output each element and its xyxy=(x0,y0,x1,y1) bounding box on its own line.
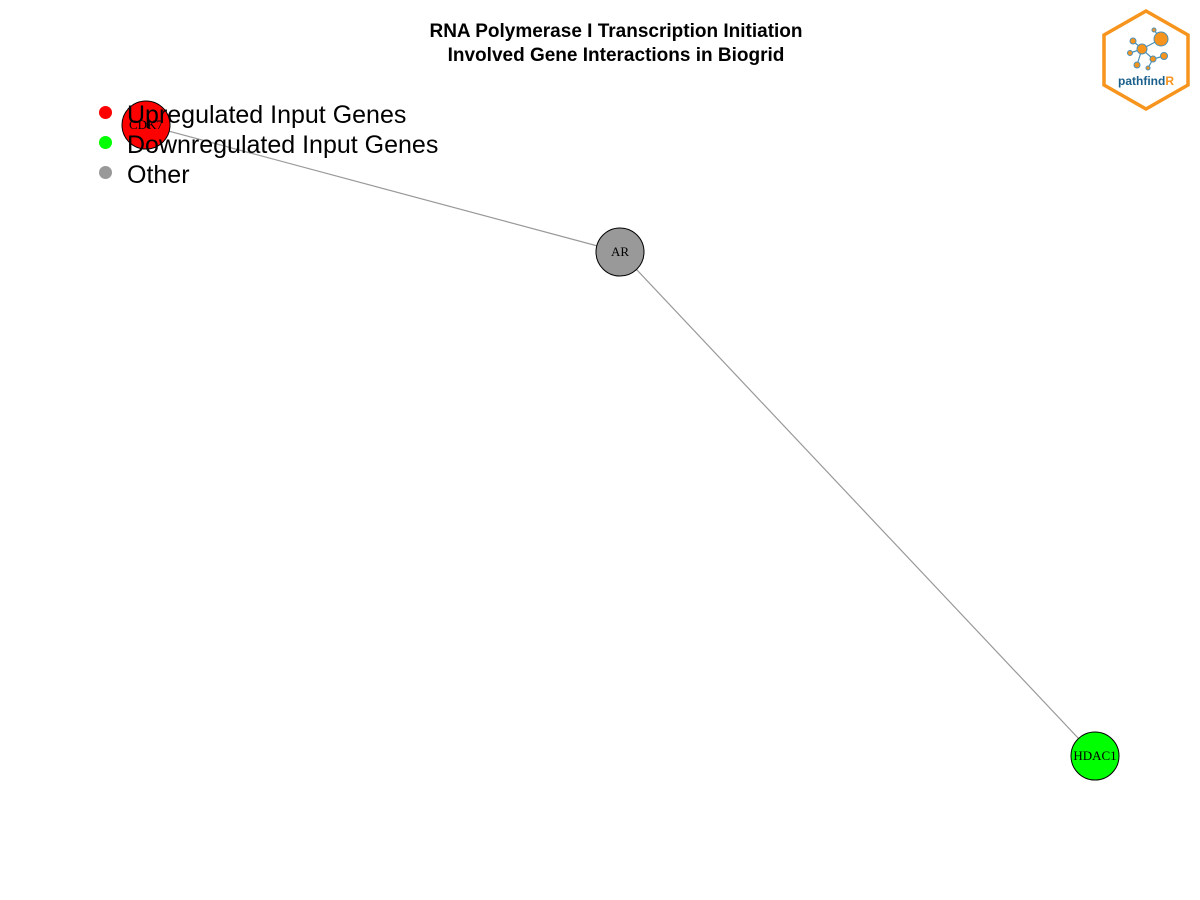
edge-ar-hdac1 xyxy=(619,251,1096,757)
logo-network-nodes xyxy=(1127,27,1169,71)
node-hdac1: HDAC1 xyxy=(1070,731,1120,781)
node-label-cdk7: CDK7 xyxy=(129,117,163,132)
node-circle-cdk7 xyxy=(121,100,171,150)
diagram-title-line-2: Involved Gene Interactions in Biogrid xyxy=(447,45,785,66)
node-circle-ar xyxy=(595,227,645,277)
pathfindr-logo: pathfindR xyxy=(1102,8,1190,112)
node-circle-hdac1 xyxy=(1070,731,1120,781)
legend-dot-other xyxy=(99,166,112,179)
logo-text-main: pathfind xyxy=(1118,74,1165,88)
node-cdk7: CDK7 xyxy=(121,100,171,150)
diagram-title: RNA Polymerase I Transcription Initiatio… xyxy=(0,20,1200,68)
diagram-title-line-1: RNA Polymerase I Transcription Initiatio… xyxy=(429,21,803,42)
legend-label-upregulated: Upregulated Input Genes xyxy=(127,101,407,129)
legend-label-downregulated: Downregulated Input Genes xyxy=(127,131,439,159)
logo-text-accent: R xyxy=(1165,74,1174,88)
legend-dot-downregulated xyxy=(99,136,112,149)
node-label-ar: AR xyxy=(611,244,629,259)
node-label-hdac1: HDAC1 xyxy=(1073,748,1116,763)
legend-dot-upregulated xyxy=(99,106,112,119)
node-ar: AR xyxy=(595,227,645,277)
logo-wordmark: pathfindR xyxy=(1118,74,1174,88)
edge-layer xyxy=(145,124,1096,757)
edge-cdk7-ar xyxy=(145,124,621,253)
logo-hexagon xyxy=(1102,8,1190,112)
legend-label-other: Other xyxy=(127,161,190,189)
node-layer: CDK7 AR HDAC1 xyxy=(121,100,1120,781)
